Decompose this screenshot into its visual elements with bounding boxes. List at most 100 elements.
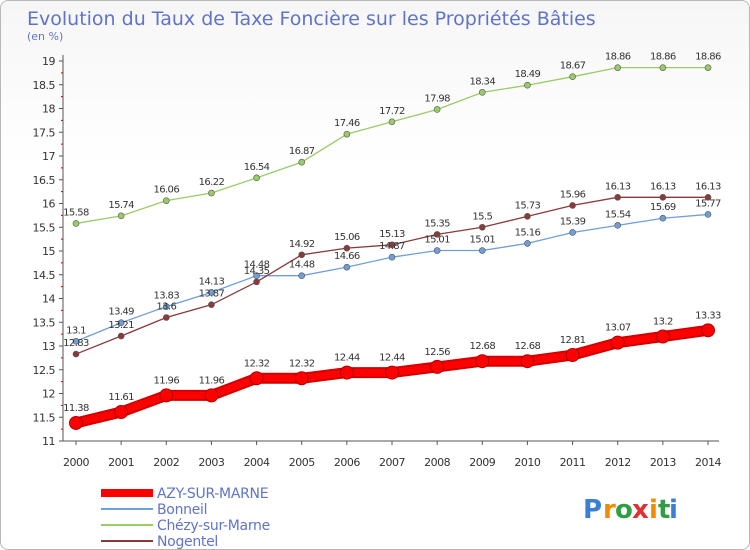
data-label: 16.06 <box>153 185 179 196</box>
data-label: 12.44 <box>334 353 360 364</box>
brand-letter: t <box>658 495 670 525</box>
series-point <box>520 354 535 369</box>
series-point <box>614 194 622 201</box>
x-tick-label: 2005 <box>289 456 315 469</box>
data-label: 15.74 <box>108 200 134 211</box>
data-label: 13.21 <box>108 320 134 331</box>
y-tick-label: 17.5 <box>33 126 56 139</box>
series-point <box>162 314 170 321</box>
data-label: 15.39 <box>560 216 586 227</box>
series-point <box>704 194 712 201</box>
brand-letter: i <box>669 495 678 525</box>
legend-label: Nogentel <box>157 534 218 549</box>
data-label: 18.86 <box>605 52 631 63</box>
series-point <box>162 303 170 310</box>
legend-label: Bonneil <box>157 502 207 518</box>
data-label: 18.49 <box>515 69 541 80</box>
brand-letter: i <box>649 495 658 525</box>
data-label: 12.68 <box>515 341 541 352</box>
series-point <box>388 241 396 249</box>
data-label: 12.81 <box>560 335 586 346</box>
x-tick-label: 2003 <box>198 456 224 469</box>
chart-subtitle: (en %) <box>27 30 63 43</box>
data-label: 13.49 <box>108 307 134 318</box>
data-label: 16.13 <box>605 181 631 192</box>
data-label: 13.87 <box>199 289 225 300</box>
series-point <box>72 220 80 227</box>
series-point <box>388 118 396 126</box>
series-point <box>478 89 486 96</box>
data-label: 11.96 <box>199 375 225 386</box>
series-point <box>162 197 170 204</box>
x-tick-label: 2006 <box>334 456 360 469</box>
series-point <box>343 244 351 252</box>
data-label: 15.73 <box>515 200 541 211</box>
series-point <box>117 212 125 220</box>
data-label: 12.32 <box>244 358 270 369</box>
series-point <box>204 388 219 403</box>
brand-letter: o <box>615 495 633 525</box>
data-label: 12.56 <box>424 347 450 358</box>
data-label: 15.16 <box>515 227 541 238</box>
y-tick-label: 11.5 <box>33 411 56 424</box>
data-label: 13.33 <box>695 310 721 321</box>
series-point <box>659 64 667 71</box>
data-label: 15.5 <box>472 211 492 222</box>
series-point <box>253 278 260 286</box>
series-point <box>478 247 486 254</box>
series-point <box>569 229 576 236</box>
y-tick-label: 11 <box>42 435 55 448</box>
data-label: 11.61 <box>108 392 134 403</box>
data-label: 18.67 <box>560 61 586 72</box>
data-label: 17.98 <box>424 93 450 104</box>
data-label: 14.92 <box>289 239 315 250</box>
series-point <box>298 251 306 259</box>
y-tick-label: 19 <box>42 55 55 68</box>
data-label: 12.68 <box>469 341 495 352</box>
x-tick-label: 2012 <box>605 456 631 469</box>
data-label: 14.87 <box>379 241 405 252</box>
series-point <box>72 337 80 345</box>
data-label: 18.34 <box>469 76 495 87</box>
series-point <box>298 272 306 280</box>
series-point <box>524 240 531 247</box>
data-labels: 15.58 15.74 16.06 16.22 16.54 16.87 17.46 17.72… <box>63 52 721 414</box>
x-tick-label: 2009 <box>469 456 495 469</box>
data-label: 12.32 <box>289 358 315 369</box>
series-point <box>117 319 125 327</box>
y-tick-label: 16 <box>42 198 55 211</box>
brand-letter: P <box>583 495 602 525</box>
data-label: 14.48 <box>244 260 270 271</box>
series-point <box>298 158 306 166</box>
series-point <box>565 348 580 363</box>
y-tick-label: 12.5 <box>33 364 56 377</box>
series-point <box>475 354 490 369</box>
series-point <box>114 405 129 420</box>
y-ticks: 11 11.5 12 12.5 13 13.5 14 14.5 15 15.5 16 16.5 17 17… <box>33 55 63 448</box>
series-point <box>659 214 667 222</box>
data-label: 15.69 <box>650 202 676 213</box>
y-tick-label: 13.5 <box>33 316 56 329</box>
data-label: 17.46 <box>334 118 360 129</box>
data-label: 15.06 <box>334 232 360 243</box>
data-label: 14.48 <box>289 260 315 271</box>
legend-label: AZY-SUR-MARNE <box>157 486 268 502</box>
data-label: 15.77 <box>695 198 721 209</box>
legend: AZY-SUR-MARNEBonneilChézy-sur-MarneNogen… <box>101 486 270 549</box>
chart-title: Evolution du Taux de Taxe Foncière sur l… <box>27 8 596 30</box>
x-ticks: 2000 2001 2002 2003 2004 2005 2006 2007 2008 2009… <box>63 441 722 469</box>
data-label: 13.07 <box>605 323 631 334</box>
data-label: 18.86 <box>650 52 676 63</box>
series-point <box>524 213 531 220</box>
series-point <box>614 64 622 71</box>
data-label: 11.38 <box>63 403 89 414</box>
x-tick-label: 2014 <box>695 456 721 469</box>
data-label: 13.83 <box>153 291 179 302</box>
x-tick-label: 2013 <box>650 456 676 469</box>
data-label: 16.13 <box>695 181 721 192</box>
legend-label: Chézy-sur-Marne <box>157 518 270 534</box>
x-tick-label: 2010 <box>514 456 540 469</box>
series-point <box>208 289 215 296</box>
y-tick-label: 14.5 <box>33 269 56 282</box>
